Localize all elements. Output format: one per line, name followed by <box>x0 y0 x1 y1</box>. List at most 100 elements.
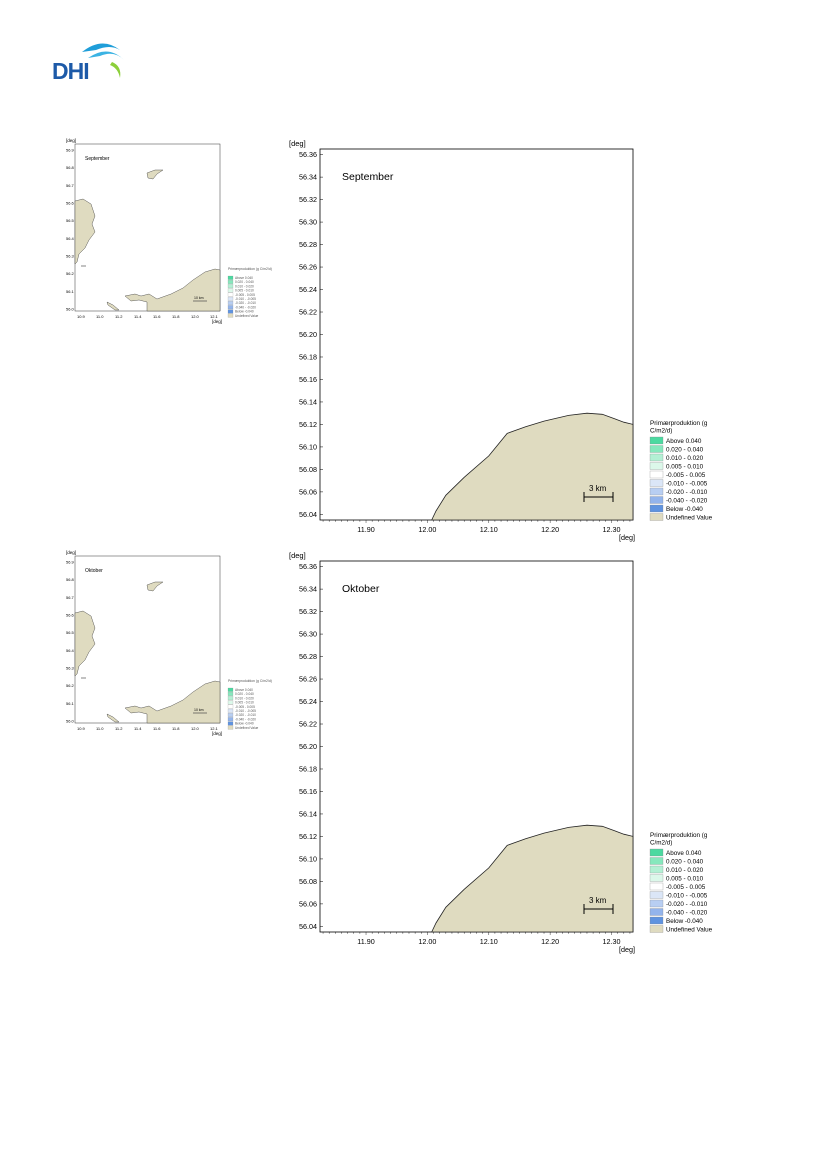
legend-label: -0.010 - -0.005 <box>666 893 708 900</box>
overview-y-tick-label: 56.8 <box>66 165 75 170</box>
y-tick-label: 56.32 <box>299 607 317 616</box>
legend-label: -0.010 - -0.005 <box>666 481 708 488</box>
y-tick-label: 56.20 <box>299 330 317 339</box>
legend-swatch <box>649 874 664 882</box>
overview-legend-swatch <box>227 708 234 713</box>
legend: Primærproduktion (g C/m2/d) Above 0.040 … <box>649 420 713 522</box>
overview-month-label: Oktober <box>85 568 103 574</box>
x-tick-label: 12.00 <box>418 937 436 946</box>
x-tick-label: 11.90 <box>357 937 374 946</box>
legend-label: 0.010 - 0.020 <box>666 867 704 874</box>
x-tick-label: 12.30 <box>603 525 621 534</box>
overview-x-unit: [deg] <box>212 319 222 324</box>
legend-title-line2: C/m2/d) <box>650 428 672 435</box>
overview-legend: Above 0.040 0.020 - 0.040 0.010 - 0.020 … <box>227 267 272 318</box>
y-tick-label: 56.34 <box>299 173 317 182</box>
legend-swatch <box>649 891 664 899</box>
y-tick-label: 56.22 <box>299 720 317 729</box>
overview-legend-swatch <box>227 296 234 301</box>
legend-swatch <box>649 865 664 874</box>
legend-swatch <box>649 848 664 857</box>
y-tick-label: 56.18 <box>299 764 317 773</box>
overview-legend-label: 0.005 - 0.010 <box>235 701 254 705</box>
overview-x-tick-label: 11.2 <box>115 726 123 731</box>
overview-legend-swatch <box>227 275 234 280</box>
overview-x-ticks: 10.9 11.0 11.2 11.4 11.6 11.8 12.0 12.1 <box>77 314 219 319</box>
x-axis-unit: [deg] <box>619 945 635 954</box>
overview-legend-label: 0.020 - 0.040 <box>235 692 254 696</box>
dhi-logo: DHI <box>52 38 126 82</box>
overview-scale-text: 10 km <box>194 708 204 712</box>
overview-legend-swatch <box>227 301 234 305</box>
legend-label: -0.020 - -0.010 <box>666 901 708 908</box>
overview-legend-swatch <box>227 696 234 701</box>
legend-label: Below -0.040 <box>666 918 703 925</box>
legend-swatch <box>649 899 664 908</box>
x-tick-label: 12.00 <box>418 525 436 534</box>
y-tick-label: 56.22 <box>299 308 317 317</box>
legend-swatch <box>649 445 664 453</box>
overview-legend-swatch <box>227 721 234 726</box>
y-axis-unit: [deg] <box>289 139 306 148</box>
map-oktober: [deg] Oktober 56.956.856.756.656.556.456… <box>66 550 713 954</box>
overview-legend-label: -0.010 - -0.005 <box>235 297 256 301</box>
y-tick-label: 56.24 <box>299 285 317 294</box>
overview-land-west <box>74 198 96 265</box>
legend-label: Undefined Value <box>666 927 713 934</box>
x-axis-unit: [deg] <box>619 533 635 542</box>
overview-legend: Above 0.040 0.020 - 0.040 0.010 - 0.020 … <box>227 679 272 730</box>
legend-label: Undefined Value <box>666 515 713 522</box>
legend-label: Above 0.040 <box>666 438 702 445</box>
overview-y-tick-label: 56.4 <box>66 236 75 241</box>
scale-bar: 3 km <box>583 484 614 502</box>
map-panel-september: [deg] September 56.9 56.8 56.7 56.6 56.5 56.4… <box>0 138 827 548</box>
overview-month-label: September <box>85 156 110 162</box>
overview-x-tick-label: 10.9 <box>77 726 86 731</box>
y-tick-label: 56.16 <box>299 375 317 384</box>
overview-island-south <box>106 713 120 723</box>
y-tick-label: 56.28 <box>299 240 317 249</box>
y-tick-label: 56.12 <box>299 420 317 429</box>
y-tick-label: 56.26 <box>299 675 317 684</box>
legend-label: Above 0.040 <box>666 850 702 857</box>
y-tick-label: 56.14 <box>299 397 317 406</box>
overview-legend-label: -0.010 - -0.005 <box>235 709 256 713</box>
overview-legend-label: 0.005 - 0.010 <box>235 289 254 293</box>
x-tick-label: 12.20 <box>541 937 559 946</box>
overview-legend-swatch <box>227 288 234 293</box>
overview-x-tick-label: 12.1 <box>210 726 219 731</box>
overview-x-tick-label: 12.1 <box>210 314 219 319</box>
overview-y-tick-label: 56.0 <box>66 719 75 724</box>
legend-label: -0.005 - 0.005 <box>666 884 706 891</box>
overview-legend-label: -0.040 - -0.020 <box>235 717 256 721</box>
month-label: September <box>342 171 394 183</box>
legend-swatch <box>649 470 664 479</box>
overview-legend-label: 0.010 - 0.020 <box>235 284 254 288</box>
overview-y-tick-label: 56.0 <box>66 307 75 312</box>
overview-legend-swatch <box>227 305 234 310</box>
overview-legend-swatch <box>227 280 234 284</box>
overview-x-tick-label: 11.4 <box>134 314 142 319</box>
overview-legend-label: -0.005 - 0.005 <box>235 705 255 709</box>
y-tick-label: 56.10 <box>299 442 317 451</box>
overview-x-tick-label: 11.0 <box>96 726 104 731</box>
overview-x-tick-label: 10.9 <box>77 314 86 319</box>
overview-legend-swatch <box>227 692 234 696</box>
overview-legend-swatch <box>227 687 234 692</box>
overview-y-ticks: 56.9 56.8 56.7 56.6 56.5 56.4 56.3 56.2 56.1 56.0 <box>66 148 75 312</box>
overview-legend-swatch <box>227 704 234 709</box>
overview-map: [deg] Oktober 56.956.856.756.656.556.456… <box>66 550 272 736</box>
main-map: [deg] Oktober 56.3656.3456.3256.3056.285… <box>289 551 713 954</box>
overview-legend-swatch <box>227 717 234 722</box>
legend-swatch <box>649 487 664 496</box>
overview-y-ticks: 56.9 56.8 56.7 56.6 56.5 56.4 56.3 56.2 56.1 56.0 <box>66 560 75 724</box>
overview-y-tick-label: 56.2 <box>66 271 75 276</box>
y-tick-label: 56.24 <box>299 697 317 706</box>
legend-label: 0.010 - 0.020 <box>666 455 704 462</box>
overview-legend-label: 0.020 - 0.040 <box>235 280 254 284</box>
y-tick-label: 56.34 <box>299 585 317 594</box>
overview-island-north <box>146 581 164 592</box>
overview-y-tick-label: 56.2 <box>66 683 75 688</box>
overview-legend-swatch <box>227 713 234 717</box>
legend-title-line1: Primærproduktion (g <box>650 420 708 427</box>
